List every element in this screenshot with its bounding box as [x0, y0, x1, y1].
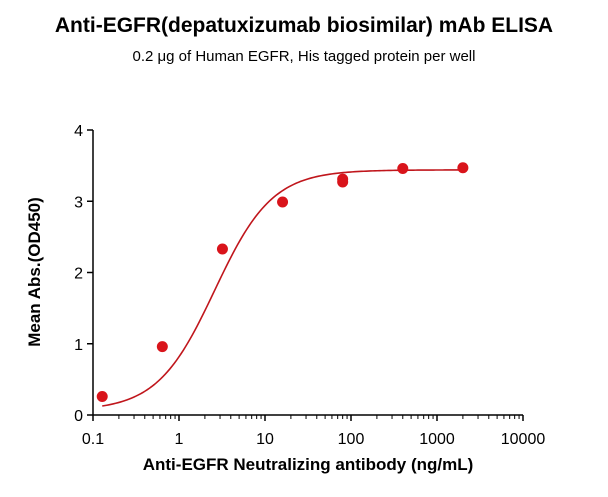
data-point	[397, 162, 409, 174]
x-tick-label: 10000	[501, 431, 546, 448]
chart-subtitle: 0.2 μg of Human EGFR, His tagged protein…	[132, 48, 476, 65]
y-tick-label: 4	[74, 123, 83, 140]
data-point	[156, 341, 168, 353]
x-ticks: 0.1 1 10 100 1000 10000	[82, 415, 545, 448]
data-point	[277, 196, 289, 208]
data-points	[96, 162, 469, 402]
x-tick-label: 0.1	[82, 431, 104, 448]
x-axis-title: Anti-EGFR Neutralizing antibody (ng/mL)	[143, 455, 474, 474]
x-tick-label: 1	[175, 431, 184, 448]
data-point	[96, 390, 108, 402]
data-point	[457, 162, 469, 174]
y-tick-label: 3	[74, 194, 83, 211]
chart-title: Anti-EGFR(depatuxizumab biosimilar) mAb …	[54, 14, 554, 37]
axes	[92, 130, 523, 416]
x-tick-label: 1000	[419, 431, 455, 448]
y-tick-label: 1	[74, 337, 83, 354]
data-point	[216, 243, 228, 255]
y-axis-title: Mean Abs.(OD450)	[25, 197, 44, 347]
x-tick-label: 100	[338, 431, 365, 448]
x-tick-label: 10	[256, 431, 274, 448]
y-ticks: 0 1 2 3 4	[74, 123, 93, 425]
y-tick-label: 0	[74, 408, 83, 425]
y-tick-label: 2	[74, 266, 83, 283]
data-point	[337, 176, 349, 188]
